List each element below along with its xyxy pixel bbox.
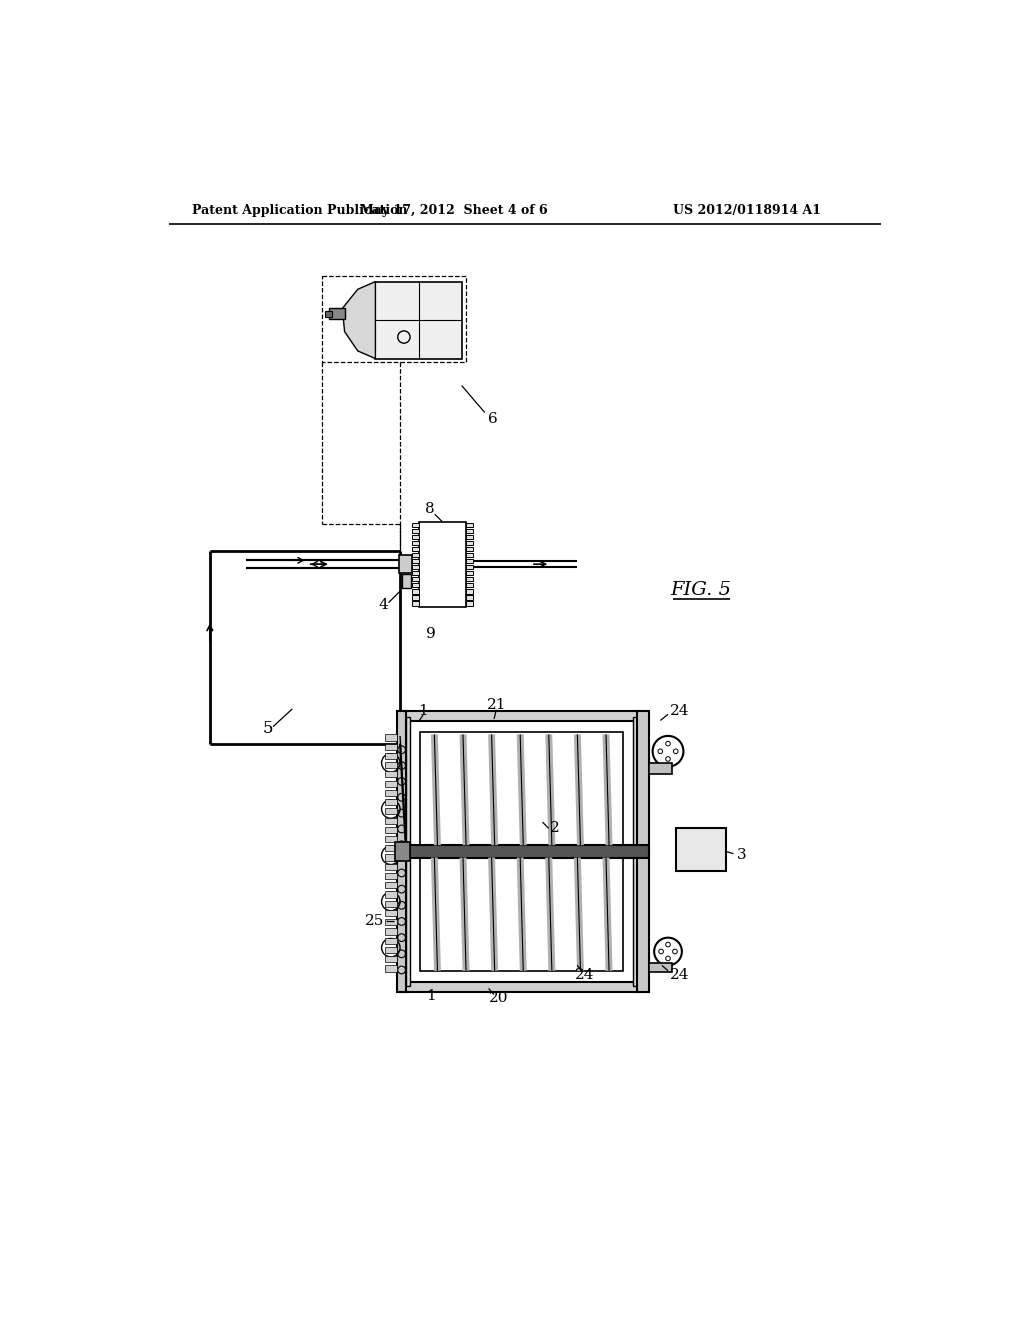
Bar <box>412 553 419 557</box>
Bar <box>385 956 397 962</box>
Bar <box>394 842 410 861</box>
Text: 25: 25 <box>366 913 385 928</box>
Bar <box>466 529 473 533</box>
Bar <box>385 743 397 750</box>
Text: 9: 9 <box>426 627 436 642</box>
Bar <box>412 546 419 552</box>
Bar <box>466 577 473 581</box>
Bar <box>420 733 624 970</box>
Bar <box>466 546 473 552</box>
Bar <box>385 789 397 796</box>
Text: 20: 20 <box>488 991 508 1005</box>
Bar <box>385 928 397 935</box>
Bar <box>385 937 397 944</box>
Bar <box>412 583 419 587</box>
Bar <box>397 845 649 858</box>
Bar <box>385 762 397 768</box>
Bar <box>466 602 473 606</box>
Bar <box>385 752 397 759</box>
Bar <box>322 276 466 363</box>
Bar <box>385 836 397 842</box>
Text: FIG. 5: FIG. 5 <box>670 581 731 598</box>
Bar <box>385 845 397 851</box>
Bar <box>466 535 473 539</box>
Bar <box>407 717 410 986</box>
Bar <box>412 541 419 545</box>
Bar <box>649 763 672 775</box>
Bar <box>397 711 407 991</box>
Bar <box>637 711 649 991</box>
Bar <box>385 946 397 953</box>
Text: 1: 1 <box>418 705 428 718</box>
Bar <box>412 560 419 564</box>
Bar <box>676 829 726 871</box>
Text: 5: 5 <box>262 719 272 737</box>
Bar <box>466 572 473 576</box>
Bar <box>412 595 419 599</box>
Bar <box>402 711 641 721</box>
Bar <box>412 523 419 527</box>
Bar <box>385 891 397 898</box>
Bar <box>412 589 419 594</box>
Bar <box>385 817 397 824</box>
Bar <box>385 873 397 879</box>
Bar <box>412 602 419 606</box>
Bar <box>412 572 419 576</box>
Text: 24: 24 <box>575 968 595 982</box>
Bar <box>385 799 397 805</box>
Bar <box>466 583 473 587</box>
Text: 3: 3 <box>737 849 746 862</box>
Bar <box>385 882 397 888</box>
Text: 6: 6 <box>487 412 498 425</box>
Bar <box>419 521 466 607</box>
Bar <box>385 900 397 907</box>
Bar <box>385 771 397 777</box>
Bar <box>466 560 473 564</box>
Bar <box>401 574 411 589</box>
Text: 21: 21 <box>486 698 506 711</box>
Text: 8: 8 <box>425 502 434 516</box>
Polygon shape <box>342 281 376 359</box>
Bar <box>385 780 397 787</box>
Bar <box>385 808 397 814</box>
Bar <box>385 965 397 972</box>
Bar <box>466 565 473 569</box>
Bar <box>385 919 397 925</box>
Text: May 17, 2012  Sheet 4 of 6: May 17, 2012 Sheet 4 of 6 <box>360 205 548 218</box>
Bar <box>649 964 672 973</box>
Bar <box>385 734 397 741</box>
Text: 24: 24 <box>670 968 689 982</box>
Bar <box>466 523 473 527</box>
Bar <box>325 312 333 317</box>
Bar <box>634 717 637 986</box>
Bar <box>402 982 641 991</box>
Bar <box>466 589 473 594</box>
Text: 2: 2 <box>550 821 560 836</box>
Bar <box>412 565 419 569</box>
Bar <box>466 541 473 545</box>
Text: Patent Application Publication: Patent Application Publication <box>193 205 408 218</box>
Bar <box>385 909 397 916</box>
Bar <box>412 529 419 533</box>
Bar <box>330 308 345 318</box>
Bar <box>385 826 397 833</box>
Bar <box>466 595 473 599</box>
Bar <box>398 554 413 573</box>
Text: US 2012/0118914 A1: US 2012/0118914 A1 <box>673 205 820 218</box>
Bar <box>412 535 419 539</box>
Text: 4: 4 <box>378 598 388 612</box>
Bar <box>412 577 419 581</box>
Bar <box>376 281 463 359</box>
Text: 24: 24 <box>670 705 689 718</box>
Bar <box>385 854 397 861</box>
Text: 1: 1 <box>426 989 436 1003</box>
Bar <box>385 863 397 870</box>
Bar <box>466 553 473 557</box>
